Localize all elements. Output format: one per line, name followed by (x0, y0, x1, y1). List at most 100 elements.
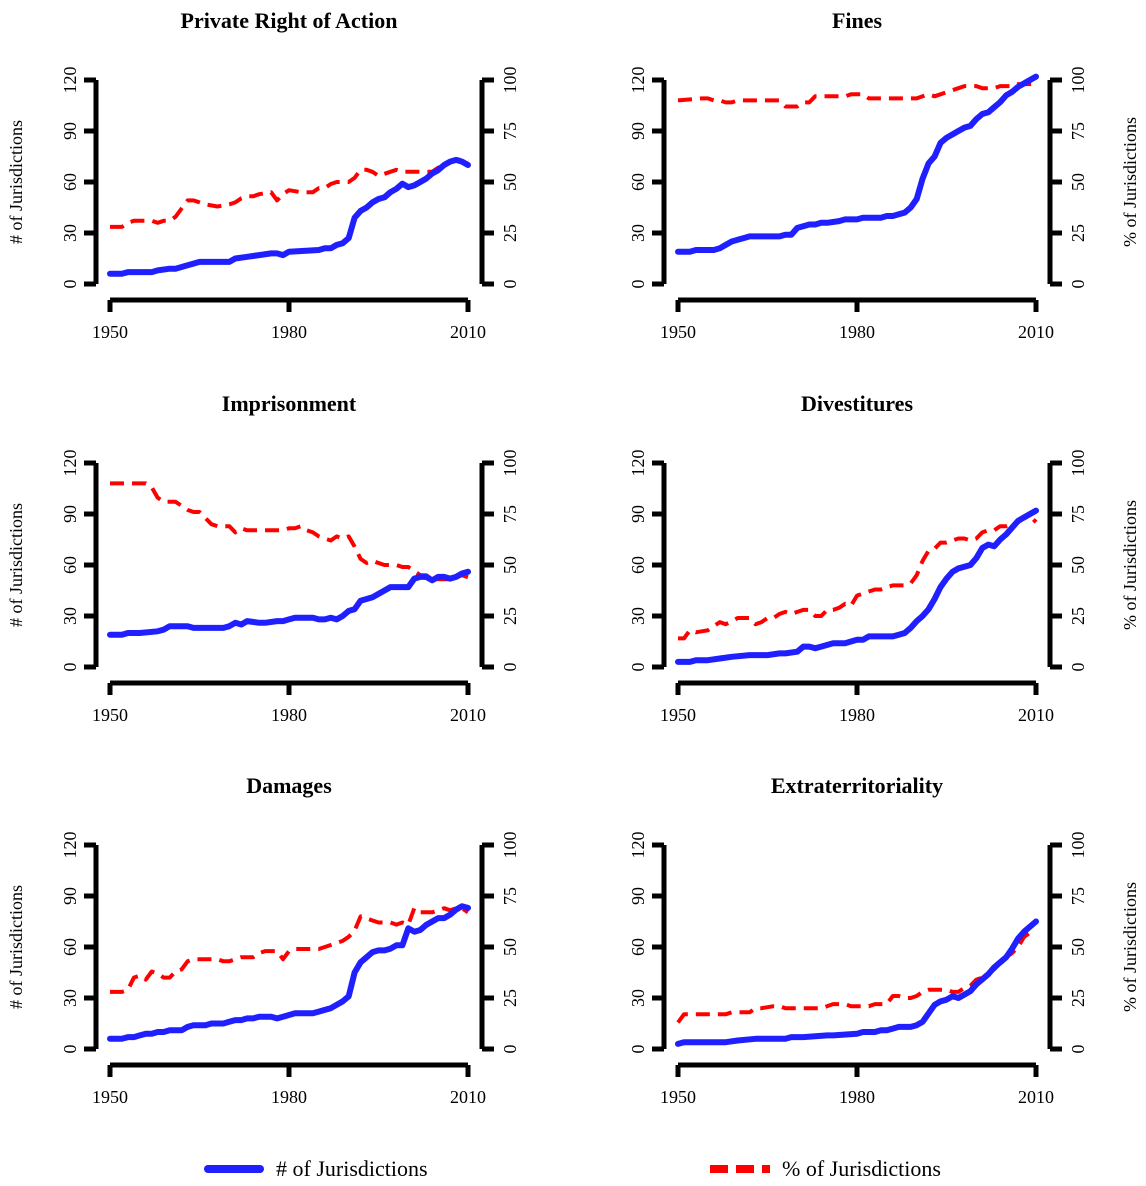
x-tick-label: 1950 (92, 705, 128, 725)
x-tick-label: 1950 (660, 705, 696, 725)
y-tick-label-left: 0 (628, 280, 648, 289)
y-tick-label-right: 50 (500, 173, 520, 191)
x-tick-label: 1980 (271, 322, 307, 342)
y-tick-label-right: 100 (1068, 67, 1088, 94)
y-tick-label-left: 120 (628, 832, 648, 859)
x-tick-label: 1980 (839, 322, 875, 342)
y-tick-label-left: 30 (60, 989, 80, 1007)
series-line-percent (110, 906, 470, 994)
chart-panel: Private Right of Action 0 30 60 90 120 0 25 50 75… (6, 8, 520, 342)
y-tick-label-right: 25 (1068, 989, 1088, 1007)
series-line-count (675, 507, 1039, 665)
x-tick-label: 1950 (92, 322, 128, 342)
y-axis-label-left: # of Jurisdictions (6, 503, 26, 627)
y-tick-label-right: 25 (500, 989, 520, 1007)
y-tick-label-left: 0 (60, 1045, 80, 1054)
y-tick-label-right: 25 (1068, 224, 1088, 242)
chart-title: Private Right of Action (181, 8, 398, 33)
chart-title: Extraterritoriality (771, 773, 943, 798)
y-tick-label-right: 50 (500, 938, 520, 956)
y-tick-label-right: 50 (1068, 173, 1088, 191)
y-tick-label-right: 50 (500, 556, 520, 574)
y-tick-label-left: 60 (628, 556, 648, 574)
x-tick-label: 1980 (839, 705, 875, 725)
y-tick-label-left: 0 (60, 663, 80, 672)
y-tick-label-left: 0 (628, 1045, 648, 1054)
y-tick-label-right: 75 (500, 505, 520, 523)
x-tick-label: 2010 (450, 1087, 486, 1107)
chart-title: Damages (246, 773, 332, 798)
y-tick-label-left: 30 (628, 989, 648, 1007)
y-tick-label-left: 120 (60, 450, 80, 477)
series-line-count (675, 73, 1039, 255)
x-tick-label: 1980 (271, 1087, 307, 1107)
series-line-percent (676, 928, 1037, 1024)
legend-item-count: # of Jurisdictions (204, 1152, 428, 1186)
y-axis-label-left: # of Jurisdictions (6, 885, 26, 1009)
chart-panel: Imprisonment 0 30 60 90 120 0 25 50 75 100 1950 1980… (6, 391, 520, 725)
legend-swatch-dashed-red (710, 1165, 770, 1173)
y-tick-label-right: 0 (1068, 1045, 1088, 1054)
y-tick-label-left: 90 (60, 122, 80, 140)
x-tick-label: 2010 (1018, 705, 1054, 725)
y-tick-label-left: 30 (60, 607, 80, 625)
y-tick-label-left: 30 (628, 607, 648, 625)
chart-panel: Extraterritoriality 0 30 60 90 120 0 25 50 75 100 1… (628, 773, 1140, 1107)
y-tick-label-right: 100 (1068, 832, 1088, 859)
y-tick-label-right: 75 (500, 887, 520, 905)
y-axis-label-right: % of Jurisdictions (1120, 500, 1140, 630)
y-tick-label-right: 75 (500, 122, 520, 140)
x-tick-label: 1950 (660, 1087, 696, 1107)
x-tick-label: 2010 (1018, 322, 1054, 342)
y-tick-label-right: 100 (1068, 450, 1088, 477)
y-tick-label-left: 90 (628, 505, 648, 523)
y-tick-label-right: 100 (500, 450, 520, 477)
y-tick-label-right: 50 (1068, 938, 1088, 956)
y-tick-label-right: 100 (500, 832, 520, 859)
y-tick-label-right: 0 (500, 1045, 520, 1054)
x-tick-label: 2010 (1018, 1087, 1054, 1107)
series-line-count (107, 903, 471, 1042)
y-tick-label-right: 0 (1068, 280, 1088, 289)
x-tick-label: 1980 (839, 1087, 875, 1107)
chart-panel: Damages 0 30 60 90 120 0 25 50 75 100 1950 1980 2010 #… (6, 773, 520, 1107)
series-line-count (107, 156, 471, 277)
y-tick-label-right: 75 (1068, 122, 1088, 140)
y-tick-label-right: 25 (500, 224, 520, 242)
y-axis-label-right: % of Jurisdictions (1120, 117, 1140, 247)
series-line-percent (678, 514, 1038, 641)
y-tick-label-left: 120 (628, 67, 648, 94)
y-tick-label-left: 0 (60, 280, 80, 289)
y-tick-label-right: 0 (1068, 663, 1088, 672)
y-tick-label-right: 75 (1068, 887, 1088, 905)
y-tick-label-left: 90 (628, 887, 648, 905)
y-tick-label-right: 0 (500, 280, 520, 289)
y-tick-label-left: 60 (628, 938, 648, 956)
legend-swatch-solid-blue (204, 1165, 264, 1173)
y-tick-label-left: 60 (60, 938, 80, 956)
legend-item-percent: % of Jurisdictions (710, 1152, 941, 1186)
y-tick-label-right: 75 (1068, 505, 1088, 523)
chart-title: Divestitures (801, 391, 913, 416)
y-tick-label-left: 30 (60, 224, 80, 242)
legend-label-count: # of Jurisdictions (276, 1156, 428, 1181)
y-tick-label-left: 120 (60, 67, 80, 94)
series-line-count (675, 918, 1039, 1047)
x-tick-label: 2010 (450, 705, 486, 725)
y-tick-label-left: 0 (628, 663, 648, 672)
y-tick-label-left: 90 (60, 505, 80, 523)
y-tick-label-right: 50 (1068, 556, 1088, 574)
y-tick-label-right: 25 (500, 607, 520, 625)
x-tick-label: 2010 (450, 322, 486, 342)
y-tick-label-left: 90 (628, 122, 648, 140)
chart-panel: Divestitures 0 30 60 90 120 0 25 50 75 100 1950 1980… (628, 391, 1140, 725)
series-line-percent (110, 481, 469, 582)
x-tick-label: 1950 (92, 1087, 128, 1107)
y-axis-label-left: # of Jurisdictions (6, 120, 26, 244)
y-tick-label-left: 30 (628, 224, 648, 242)
y-tick-label-right: 100 (500, 67, 520, 94)
y-tick-label-left: 90 (60, 887, 80, 905)
y-tick-label-right: 25 (1068, 607, 1088, 625)
y-axis-label-right: % of Jurisdictions (1120, 882, 1140, 1012)
